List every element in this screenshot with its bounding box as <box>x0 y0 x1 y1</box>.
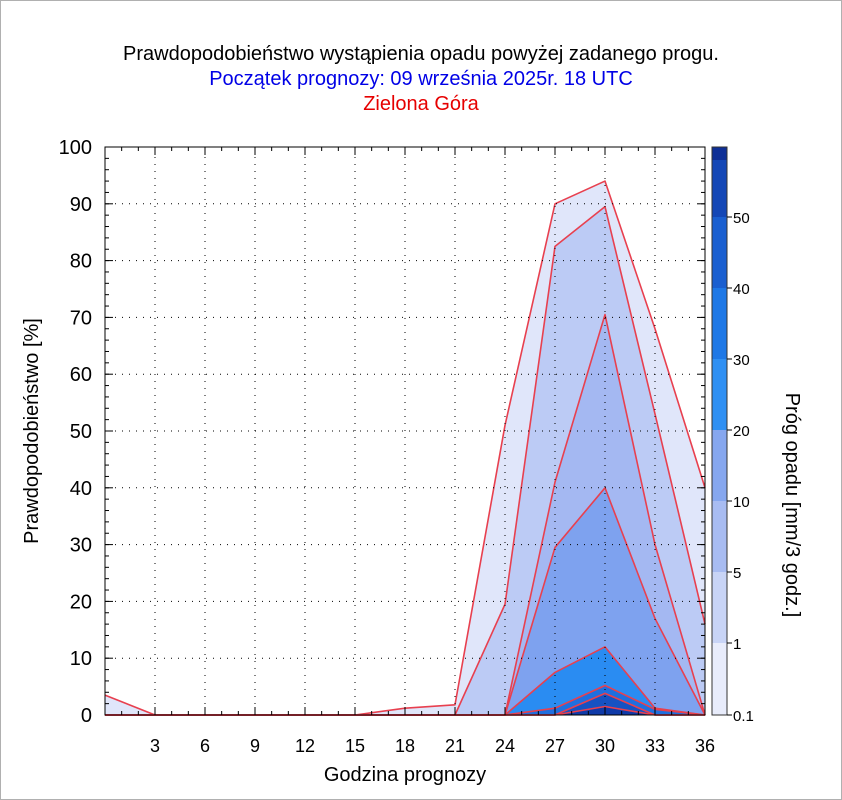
x-tick-label: 18 <box>395 736 415 756</box>
x-tick-label: 9 <box>250 736 260 756</box>
colorbar-segment <box>712 501 727 572</box>
x-tick-label: 27 <box>545 736 565 756</box>
colorbar: 0.1 1 5 10 20 30 40 50 <box>711 146 754 725</box>
colorbar-tick-label: 10 <box>733 494 750 511</box>
area-50 <box>105 706 705 715</box>
colorbar-segment <box>712 217 727 288</box>
y-tick-label: 30 <box>70 535 92 557</box>
y-tick-label: 0 <box>81 705 92 727</box>
x-tick-label: 15 <box>345 736 365 756</box>
x-tick-label: 33 <box>645 736 665 756</box>
area-layers <box>105 181 705 715</box>
colorbar-segment <box>712 430 727 501</box>
location-name: Zielona Góra <box>363 93 479 115</box>
x-tick-label: 6 <box>200 736 210 756</box>
x-tick-label: 21 <box>445 736 465 756</box>
x-axis-label: Godzina prognozy <box>324 764 486 786</box>
x-tick-label: 36 <box>695 736 715 756</box>
colorbar-border <box>711 146 728 716</box>
colorbar-segment <box>712 643 727 715</box>
y-tick-label: 70 <box>70 307 92 329</box>
x-tick-label: 24 <box>495 736 515 756</box>
colorbar-tick-label: 40 <box>733 281 750 298</box>
area-10 <box>105 487 705 715</box>
y-tick-label: 20 <box>70 591 92 613</box>
colorbar-segment <box>712 288 727 359</box>
colorbar-label: Próg opadu [mm/3 godz.] <box>781 393 803 618</box>
chart-subtitle: Początek prognozy: 09 września 2025r. 18… <box>209 68 633 90</box>
x-tick-label: 3 <box>150 736 160 756</box>
colorbar-tick-label: 50 <box>733 210 750 227</box>
chart-title: Prawdopodobieństwo wystąpienia opadu pow… <box>123 43 719 65</box>
y-tick-label: 50 <box>70 421 92 443</box>
colorbar-segment <box>712 147 727 160</box>
colorbar-tick-label: 20 <box>733 423 750 440</box>
colorbar-tick-label: 0.1 <box>733 708 754 725</box>
x-tick-label: 12 <box>295 736 315 756</box>
y-tick-label: 60 <box>70 364 92 386</box>
colorbar-segment <box>712 359 727 430</box>
y-tick-label: 90 <box>70 194 92 216</box>
colorbar-segment <box>712 160 727 217</box>
colorbar-tick-label: 1 <box>733 636 741 653</box>
colorbar-tick-label: 30 <box>733 352 750 369</box>
y-axis-label: Prawdopodobieństwo [%] <box>21 318 43 544</box>
axes: 3 6 9 12 15 18 21 24 27 30 33 360102030405060708090… <box>59 137 715 756</box>
colorbar-tick-label: 5 <box>733 565 741 582</box>
colorbar-segment <box>712 572 727 643</box>
area-20 <box>105 646 705 715</box>
y-tick-label: 10 <box>70 648 92 670</box>
y-tick-label: 40 <box>70 478 92 500</box>
y-tick-label: 80 <box>70 251 92 273</box>
x-tick-label: 30 <box>595 736 615 756</box>
y-tick-label: 100 <box>59 137 92 159</box>
